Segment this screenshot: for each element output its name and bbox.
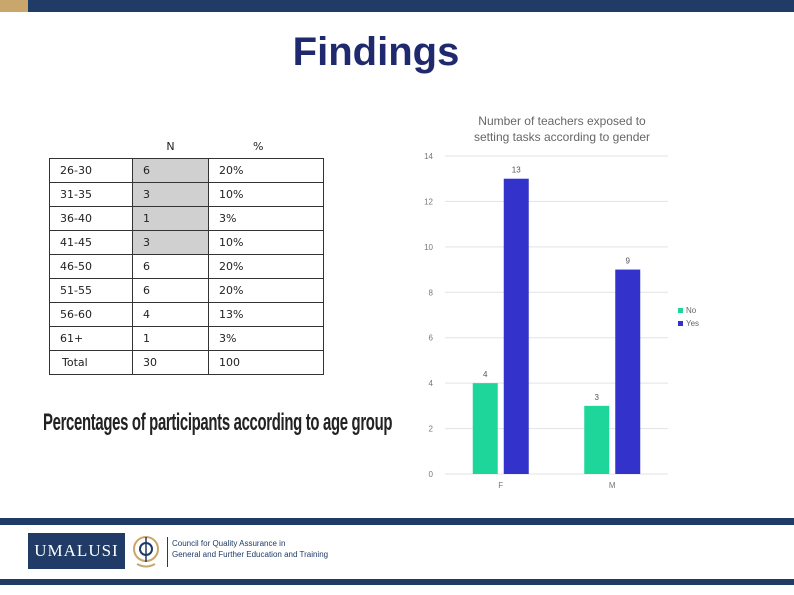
chart-title-line-2: setting tasks according to gender <box>474 130 650 144</box>
y-tick-label: 12 <box>424 197 433 206</box>
bar-no-f <box>472 383 498 474</box>
table-row: 26-30 6 20% <box>49 158 324 183</box>
count-cell: 1 <box>132 326 209 351</box>
footer-top-bar <box>0 518 794 525</box>
percent-cell: 10% <box>208 182 324 207</box>
count-cell: 4 <box>132 302 209 327</box>
age-cell: Total <box>49 350 133 375</box>
x-tick-label: F <box>498 481 503 490</box>
table-row: 41-45 3 10% <box>49 230 324 255</box>
legend-label-no: No <box>686 306 697 315</box>
percent-cell: 20% <box>208 158 324 183</box>
chart-title-line-1: Number of teachers exposed to <box>478 114 646 128</box>
count-cell: 3 <box>132 230 209 255</box>
table-row: 31-35 3 10% <box>49 182 324 207</box>
percent-cell: 100 <box>208 350 324 375</box>
table-header-pct: % <box>253 140 264 153</box>
count-cell: 6 <box>132 278 209 303</box>
council-name: Council for Quality Assurance in General… <box>172 538 328 560</box>
data-label: 13 <box>512 166 521 175</box>
table-row: 36-40 1 3% <box>49 206 324 231</box>
percent-cell: 10% <box>208 230 324 255</box>
age-table-caption: Percentages of participants according to… <box>43 409 393 436</box>
council-line-2: General and Further Education and Traini… <box>172 550 329 559</box>
top-banner-accent <box>0 0 28 12</box>
table-header-n: N <box>166 140 175 153</box>
age-cell: 46-50 <box>49 254 133 279</box>
y-tick-label: 0 <box>429 470 434 479</box>
legend-swatch-yes <box>678 321 683 326</box>
count-cell: 3 <box>132 182 209 207</box>
age-cell: 31-35 <box>49 182 133 207</box>
table-row: Total 30 100 <box>49 350 324 375</box>
table-row: 56-60 4 13% <box>49 302 324 327</box>
count-cell: 1 <box>132 206 209 231</box>
age-group-table: N % 26-30 6 20% 31-35 3 10% 36-40 1 3% 4… <box>49 135 324 375</box>
x-tick-label: M <box>609 481 616 490</box>
age-cell: 61+ <box>49 326 133 351</box>
count-cell: 30 <box>132 350 209 375</box>
percent-cell: 13% <box>208 302 324 327</box>
percent-cell: 3% <box>208 206 324 231</box>
age-cell: 41-45 <box>49 230 133 255</box>
y-tick-label: 4 <box>429 379 434 388</box>
bar-no-m <box>584 405 610 474</box>
table-row: 51-55 6 20% <box>49 278 324 303</box>
count-cell: 6 <box>132 254 209 279</box>
legend-swatch-no <box>678 308 683 313</box>
y-tick-label: 14 <box>424 152 433 161</box>
table-header-age <box>50 135 133 159</box>
table-row: 46-50 6 20% <box>49 254 324 279</box>
age-cell: 51-55 <box>49 278 133 303</box>
percent-cell: 3% <box>208 326 324 351</box>
bar-yes-f <box>503 178 529 474</box>
data-label: 9 <box>626 257 631 266</box>
data-label: 4 <box>483 370 488 379</box>
umalusi-crest-icon <box>133 536 159 568</box>
slide-title: Findings <box>292 30 460 74</box>
y-tick-label: 6 <box>429 334 434 343</box>
chart-svg: Number of teachers exposed to setting tas… <box>424 114 699 490</box>
percent-cell: 20% <box>208 278 324 303</box>
gender-bar-chart: Number of teachers exposed to setting tas… <box>410 108 710 498</box>
y-tick-label: 2 <box>429 425 434 434</box>
age-cell: 36-40 <box>49 206 133 231</box>
legend-label-yes: Yes <box>686 319 699 328</box>
footer-bottom-bar <box>0 579 794 585</box>
age-cell: 26-30 <box>49 158 133 183</box>
y-tick-label: 8 <box>429 288 434 297</box>
y-tick-label: 10 <box>424 243 433 252</box>
logo-divider <box>167 537 168 567</box>
percent-cell: 20% <box>208 254 324 279</box>
bar-yes-m <box>615 269 641 474</box>
umalusi-logo: UMALUSI <box>28 533 125 569</box>
top-banner-bar <box>0 0 794 12</box>
count-cell: 6 <box>132 158 209 183</box>
council-line-1: Council for Quality Assurance in <box>172 539 286 548</box>
age-cell: 56-60 <box>49 302 133 327</box>
data-label: 3 <box>595 393 600 402</box>
table-header-row: N % <box>50 135 324 159</box>
table-row: 61+ 1 3% <box>49 326 324 351</box>
